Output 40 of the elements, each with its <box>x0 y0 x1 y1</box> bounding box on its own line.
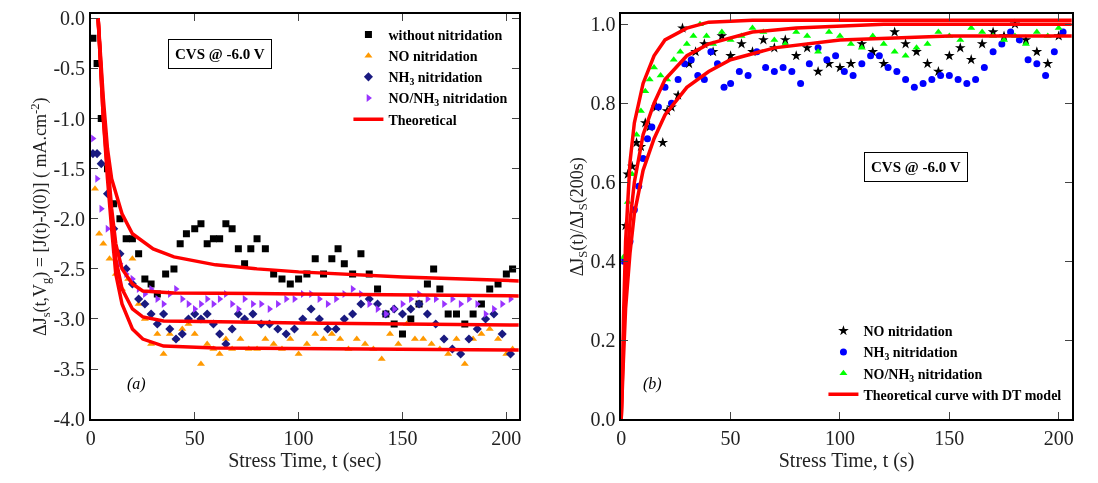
x-tick-label: 0 <box>616 426 627 449</box>
legend-label: NO nitridation <box>863 324 953 340</box>
y-tick-label: 0.6 <box>590 171 616 194</box>
x-tick-label: 150 <box>934 426 965 449</box>
y-tick-label: -1.5 <box>53 157 86 180</box>
annotation: (b) <box>643 375 662 393</box>
legend-label: NH$_{3}$ nitridation <box>863 345 958 363</box>
annotation: CVS @ -6.0 V <box>175 46 265 62</box>
x-tick-label: 100 <box>824 426 855 449</box>
y-tick-label: -1.0 <box>53 107 86 130</box>
y-tick-label: 0.2 <box>590 329 616 352</box>
y-tick-label: 0.4 <box>590 250 616 273</box>
y-tick-label: -3.0 <box>53 307 86 330</box>
y-tick-label: -0.5 <box>53 57 86 80</box>
legend-label: NO nitridation <box>388 49 478 65</box>
x-axis-title: Stress Time, t (sec) <box>228 448 382 472</box>
legend-label: NH$_{3}$ nitridation <box>388 70 483 88</box>
y-tick-label: -2.0 <box>53 207 86 230</box>
y-tick-label: -4.0 <box>53 408 86 431</box>
x-tick-label: 200 <box>1043 426 1074 449</box>
x-axis-title: Stress Time, t (s) <box>778 448 915 472</box>
x-tick-label: 50 <box>720 426 741 449</box>
x-tick-label: 0 <box>85 426 96 449</box>
y-tick-label: -2.5 <box>53 257 86 280</box>
y-tick-label: 0.0 <box>60 7 86 30</box>
x-tick-label: 50 <box>184 426 205 449</box>
x-tick-label: 100 <box>283 426 314 449</box>
x-tick-label: 200 <box>491 426 522 449</box>
legend-label: Theoretical <box>388 112 457 128</box>
legend-label: NO/NH$_{3}$ nitridation <box>388 91 508 109</box>
y-tick-label: 0.0 <box>590 408 616 431</box>
y-tick-label: 1.0 <box>590 13 616 36</box>
y-tick-label: 0.8 <box>590 92 616 115</box>
annotation: (a) <box>127 375 146 393</box>
y-tick-label: -3.5 <box>53 358 86 381</box>
annotation: CVS @ -6.0 V <box>871 159 961 175</box>
x-tick-label: 150 <box>387 426 418 449</box>
legend-label: without nitridation <box>388 27 503 43</box>
legend-label: NO/NH$_{3}$ nitridation <box>863 366 983 384</box>
legend-label: Theoretical curve with DT model <box>863 387 1062 403</box>
